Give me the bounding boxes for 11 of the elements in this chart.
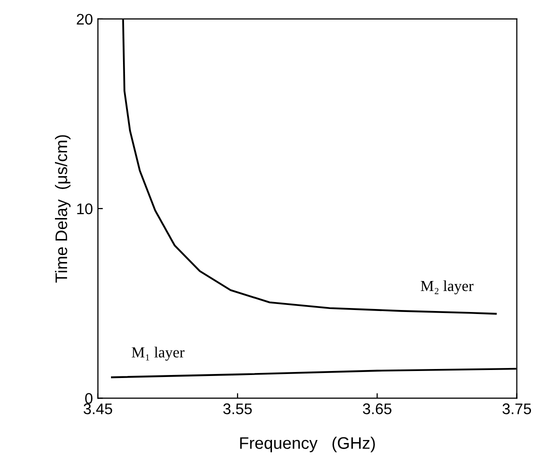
x-axis-title: Frequency (GHz)	[240, 436, 375, 452]
x-tick-label: 3.55	[223, 403, 252, 414]
y-tick-label: 20	[76, 14, 92, 25]
x-tick-label: 3.75	[502, 403, 532, 414]
y-axis-title: Time Delay (μs/cm)	[54, 135, 71, 283]
x-tick-label: 3.65	[362, 403, 392, 414]
x-tick-label: 3.45	[84, 403, 112, 414]
annotation: M₂ layer	[420, 280, 474, 294]
annotation: M₁ layer	[132, 346, 184, 361]
y-tick-label: 0	[85, 393, 92, 404]
y-tick-label: 10	[77, 203, 92, 214]
